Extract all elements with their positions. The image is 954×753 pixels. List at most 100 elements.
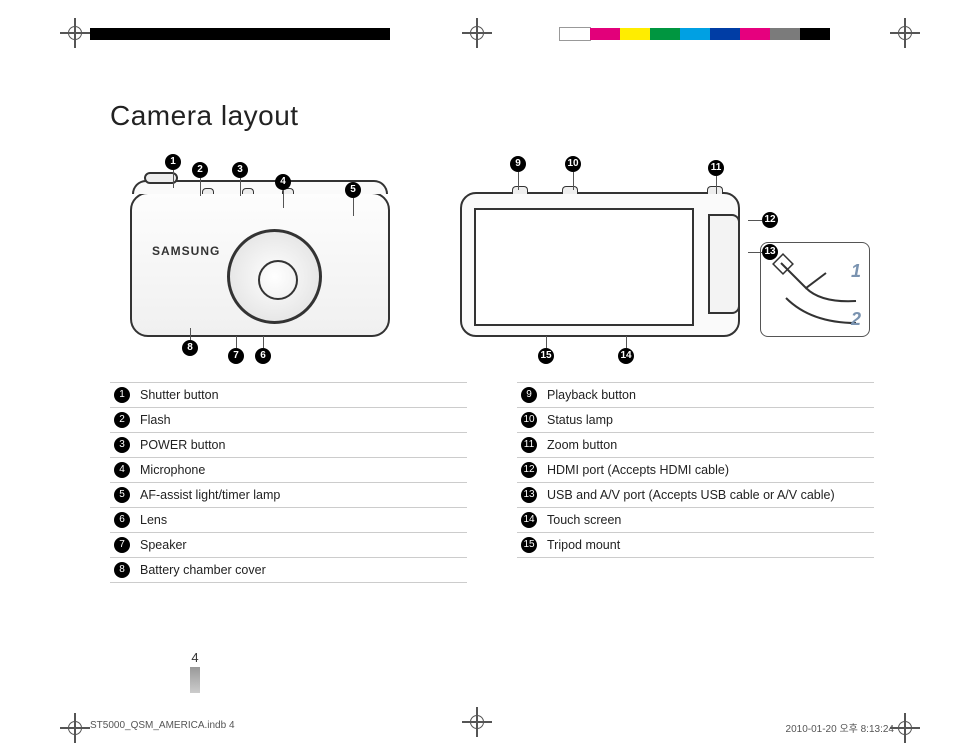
- callout-marker: 13: [762, 244, 778, 260]
- legend-row: 10 Status lamp: [517, 408, 874, 433]
- camera-back-diagram: 1 2 9 10 11 12 13 14 15: [450, 152, 870, 362]
- legend-number: 11: [521, 437, 537, 453]
- callout-marker: 12: [762, 212, 778, 228]
- legend-back-view: 9 Playback button 10 Status lamp 11 Zoom butt…: [517, 382, 874, 583]
- legend-number: 2: [114, 412, 130, 428]
- crop-mark-icon: [60, 713, 90, 743]
- leader-line: [546, 336, 547, 348]
- crop-mark-icon: [462, 18, 492, 48]
- legend-label: Lens: [140, 513, 167, 527]
- color-calibration-strip: [560, 28, 830, 40]
- leader-line: [200, 178, 201, 196]
- callout-marker: 3: [232, 162, 248, 178]
- leader-line: [626, 336, 627, 348]
- legend-label: Shutter button: [140, 388, 219, 402]
- callout-marker: 10: [565, 156, 581, 172]
- leader-line: [190, 328, 191, 340]
- footer-filename: ST5000_QSM_AMERICA.indb 4: [90, 720, 235, 735]
- callout-marker: 7: [228, 348, 244, 364]
- callout-marker: 8: [182, 340, 198, 356]
- legend-label: HDMI port (Accepts HDMI cable): [547, 463, 729, 477]
- legend-number: 15: [521, 537, 537, 553]
- print-registration-top: [0, 18, 954, 48]
- leader-line: [748, 252, 762, 253]
- print-footer: ST5000_QSM_AMERICA.indb 4 2010-01-20 오후 …: [90, 720, 894, 735]
- leader-line: [353, 198, 354, 216]
- legend-label: USB and A/V port (Accepts USB cable or A…: [547, 488, 835, 502]
- legend-number: 7: [114, 537, 130, 553]
- legend-label: Touch screen: [547, 513, 621, 527]
- leader-line: [518, 172, 519, 190]
- legend-label: Zoom button: [547, 438, 617, 452]
- legend-label: Flash: [140, 413, 171, 427]
- leader-line: [236, 336, 237, 348]
- callout-marker: 9: [510, 156, 526, 172]
- inset-number-2: 2: [851, 309, 861, 330]
- legend-label: AF-assist light/timer lamp: [140, 488, 280, 502]
- callout-marker: 11: [708, 160, 724, 176]
- legend-label: POWER button: [140, 438, 225, 452]
- footer-timestamp: 2010-01-20 오후 8:13:24: [786, 720, 894, 735]
- legend-row: 12 HDMI port (Accepts HDMI cable): [517, 458, 874, 483]
- legend-number: 3: [114, 437, 130, 453]
- legend-number: 4: [114, 462, 130, 478]
- legend-row: 1 Shutter button: [110, 382, 467, 408]
- camera-front-body: SAMSUNG: [130, 192, 390, 337]
- legend-row: 8 Battery chamber cover: [110, 558, 467, 583]
- leader-line: [240, 178, 241, 196]
- legend-row: 9 Playback button: [517, 382, 874, 408]
- legend-row: 4 Microphone: [110, 458, 467, 483]
- legend-number: 6: [114, 512, 130, 528]
- legend-number: 14: [521, 512, 537, 528]
- legend-row: 14 Touch screen: [517, 508, 874, 533]
- legend-row: 6 Lens: [110, 508, 467, 533]
- port-cover-icon: [708, 214, 740, 314]
- legend-row: 7 Speaker: [110, 533, 467, 558]
- legend-label: Status lamp: [547, 413, 613, 427]
- legend-row: 2 Flash: [110, 408, 467, 433]
- legend-tables: 1 Shutter button 2 Flash 3 POWER button 4 Micro…: [110, 382, 874, 583]
- crop-mark-icon: [890, 18, 920, 48]
- leader-line: [283, 190, 284, 208]
- callout-marker: 14: [618, 348, 634, 364]
- leader-line: [716, 176, 717, 194]
- camera-diagrams: SAMSUNG 12 3 4 5 67 8 1 2 9 1: [110, 152, 874, 362]
- page-title: Camera layout: [110, 100, 874, 132]
- crop-mark-icon: [60, 18, 90, 48]
- brand-label: SAMSUNG: [152, 244, 220, 258]
- legend-number: 9: [521, 387, 537, 403]
- legend-label: Microphone: [140, 463, 205, 477]
- callout-marker: 4: [275, 174, 291, 190]
- leader-line: [173, 170, 174, 188]
- callout-marker: 15: [538, 348, 554, 364]
- legend-row: 13 USB and A/V port (Accepts USB cable or…: [517, 483, 874, 508]
- legend-number: 8: [114, 562, 130, 578]
- page-number: 4: [180, 650, 210, 693]
- legend-number: 10: [521, 412, 537, 428]
- legend-label: Battery chamber cover: [140, 563, 266, 577]
- legend-number: 5: [114, 487, 130, 503]
- legend-label: Playback button: [547, 388, 636, 402]
- registration-black-bar: [90, 28, 390, 40]
- legend-label: Tripod mount: [547, 538, 620, 552]
- leader-line: [748, 220, 762, 221]
- callout-marker: 1: [165, 154, 181, 170]
- leader-line: [263, 336, 264, 348]
- callout-marker: 2: [192, 162, 208, 178]
- legend-number: 12: [521, 462, 537, 478]
- legend-front-view: 1 Shutter button 2 Flash 3 POWER button 4 Micro…: [110, 382, 467, 583]
- callout-marker: 6: [255, 348, 271, 364]
- touch-screen-icon: [474, 208, 694, 326]
- callout-marker: 5: [345, 182, 361, 198]
- legend-label: Speaker: [140, 538, 187, 552]
- legend-row: 3 POWER button: [110, 433, 467, 458]
- legend-row: 15 Tripod mount: [517, 533, 874, 558]
- legend-row: 5 AF-assist light/timer lamp: [110, 483, 467, 508]
- legend-number: 13: [521, 487, 537, 503]
- inset-number-1: 1: [851, 261, 861, 282]
- lens-icon: [227, 229, 322, 324]
- leader-line: [573, 172, 574, 190]
- legend-number: 1: [114, 387, 130, 403]
- manual-page: Camera layout SAMSUNG 12345678: [110, 100, 874, 663]
- legend-row: 11 Zoom button: [517, 433, 874, 458]
